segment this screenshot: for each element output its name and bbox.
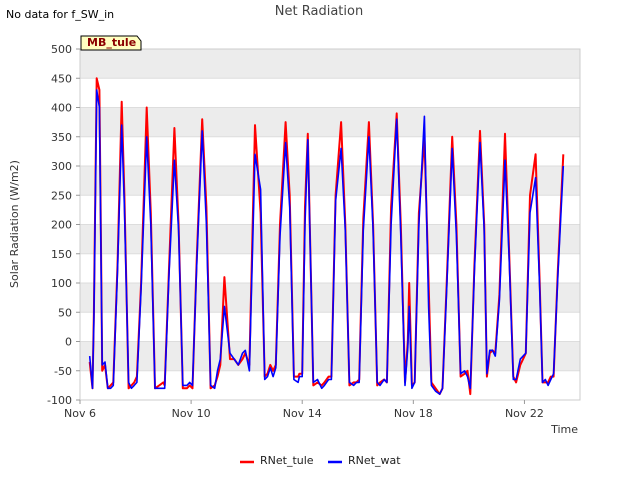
no-data-note: No data for f_SW_in (6, 8, 115, 21)
y-tick-label: 200 (51, 219, 72, 232)
y-tick-label: -100 (47, 394, 72, 407)
legend-label-wat: RNet_wat (348, 454, 401, 467)
station-label-box (80, 35, 142, 51)
x-axis-ticks: Nov 6 Nov 10 Nov 14 Nov 18 Nov 22 (64, 400, 544, 420)
y-tick-label: 500 (51, 43, 72, 56)
x-tick-label: Nov 22 (505, 407, 544, 420)
x-tick-label: Nov 10 (172, 407, 211, 420)
y-tick-label: -50 (54, 365, 72, 378)
series-layer (88, 77, 565, 396)
y-tick-label: 100 (51, 277, 72, 290)
grid-lines (80, 48, 580, 401)
x-axis-title: Time (550, 423, 578, 436)
y-axis-title: Solar Radiation (W/m2) (8, 160, 21, 288)
background-band (80, 283, 580, 313)
background-band (80, 166, 580, 196)
x-tick-label: Nov 14 (283, 407, 322, 420)
background-band (80, 49, 580, 79)
y-tick-label: 250 (51, 189, 72, 202)
x-tick-label: Nov 18 (394, 407, 433, 420)
y-tick-label: 150 (51, 248, 72, 261)
background-bands (80, 49, 580, 371)
legend: RNet_tule RNet_wat (240, 454, 401, 467)
background-band (80, 107, 580, 137)
series-line-rnet-wat (88, 89, 565, 395)
station-label-text: MB_tule (87, 36, 136, 49)
legend-label-tule: RNet_tule (260, 454, 314, 467)
y-tick-label: 300 (51, 160, 72, 173)
y-tick-label: 350 (51, 131, 72, 144)
x-tick-label: Nov 6 (64, 407, 96, 420)
y-tick-label: 50 (58, 306, 72, 319)
chart-title: Net Radiation (275, 4, 363, 19)
y-tick-label: 400 (51, 102, 72, 115)
y-tick-label: 0 (65, 336, 72, 349)
background-band (80, 224, 580, 254)
y-tick-label: 450 (51, 72, 72, 85)
station-label: MB_tule (80, 35, 142, 51)
